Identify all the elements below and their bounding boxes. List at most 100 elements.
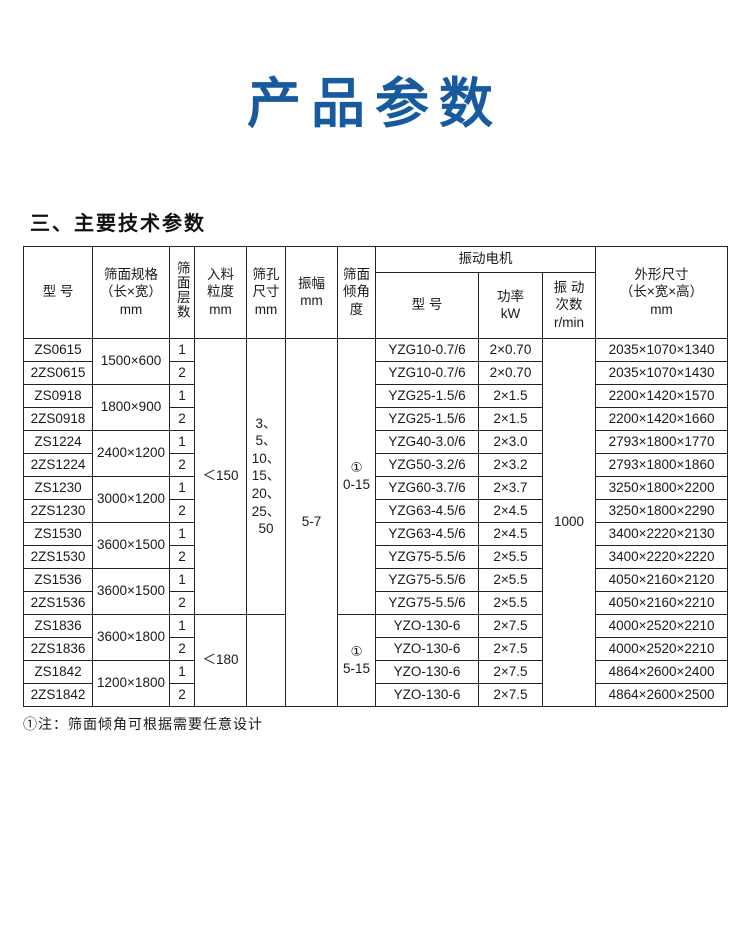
motor-power-cell: 2×0.70	[478, 360, 543, 385]
dims-cell: 2793×1800×1770	[595, 429, 729, 454]
motor-power-cell: 2×7.5	[478, 682, 543, 707]
header-layers: 筛面层数	[169, 245, 195, 339]
model-cell: ZS1224	[23, 429, 93, 454]
table-row: 2ZS1842 2 YZO-130-6 2×7.5 4864×2600×2500	[23, 682, 729, 707]
spec-table: 型 号 筛面规格 （长×宽） mm 筛面层数 入料 粒度 mm 筛孔 尺寸 mm…	[23, 245, 729, 707]
layers-cell: 1	[169, 429, 195, 454]
motor-power-cell: 2×7.5	[478, 613, 543, 638]
table-row: ZS1842 1200×1800 1 YZO-130-6 2×7.5 4864×…	[23, 659, 729, 707]
table-row: 2ZS0615 2 YZG10-0.7/6 2×0.70 2035×1070×1…	[23, 360, 729, 385]
header-incline: 筛面 倾角 度	[337, 245, 376, 339]
spec-cell: 3000×1200	[92, 475, 170, 523]
layers-cell: 1	[169, 383, 195, 408]
vib-freq-cell: 1000	[541, 337, 597, 707]
header-dimensions: 外形尺寸 （长×宽×高） mm	[595, 245, 729, 339]
table-row: 2ZS1836 2 YZO-130-6 2×7.5 4000×2520×2210	[23, 636, 729, 661]
model-cell: 2ZS1536	[23, 590, 93, 615]
model-cell: 2ZS1836	[23, 636, 93, 661]
motor-power-cell: 2×1.5	[478, 406, 543, 431]
layers-cell: 1	[169, 475, 195, 500]
layers-cell: 2	[169, 452, 195, 477]
header-layers-text: 筛面层数	[174, 260, 190, 319]
model-cell: ZS0615	[23, 337, 93, 362]
layers-cell: 1	[169, 659, 195, 684]
dims-cell: 4864×2600×2500	[595, 682, 729, 707]
table-row: 2ZS1230 2 YZG63-4.5/6 2×4.5 3250×1800×22…	[23, 498, 729, 523]
motor-power-cell: 2×1.5	[478, 383, 543, 408]
motor-power-cell: 2×4.5	[478, 521, 543, 546]
page-title: 产品参数	[247, 74, 503, 134]
layers-cell: 2	[169, 636, 195, 661]
model-cell: 2ZS1530	[23, 544, 93, 569]
dims-cell: 3400×2220×2220	[595, 544, 729, 569]
header-motor-power: 功率 kW	[478, 271, 543, 339]
header-motor-model: 型 号	[375, 271, 479, 339]
table-row: 2ZS1224 2 YZG50-3.2/6 2×3.2 2793×1800×18…	[23, 452, 729, 477]
motor-model-cell: YZG63-4.5/6	[375, 521, 479, 546]
hole-size-cell: 3、 5、 10、 15、 20、 25、 50	[246, 337, 286, 615]
model-cell: ZS0918	[23, 383, 93, 408]
table-row: ZS1230 3000×1200 1 YZG60-3.7/6 2×3.7 325…	[23, 475, 729, 523]
motor-model-cell: YZO-130-6	[375, 659, 479, 684]
table-row: ZS1530 3600×1500 1 YZG63-4.5/6 2×4.5 340…	[23, 521, 729, 569]
table-row: ZS0918 1800×900 1 YZG25-1.5/6 2×1.5 2200…	[23, 383, 729, 431]
motor-model-cell: YZG75-5.5/6	[375, 567, 479, 592]
header-motor-group: 振动电机	[374, 245, 597, 273]
incline-cell: ① 0-15	[337, 337, 376, 615]
motor-model-cell: YZO-130-6	[375, 682, 479, 707]
model-cell: 2ZS1230	[23, 498, 93, 523]
dims-cell: 3250×1800×2200	[595, 475, 729, 500]
table-row: ZS0615 1500×600 1 ＜150 3、 5、 10、 15、 20、…	[23, 337, 729, 707]
model-cell: 2ZS1842	[23, 682, 93, 707]
feed-size-cell: ＜180	[194, 613, 247, 707]
layers-cell: 2	[169, 544, 195, 569]
header-feed-size: 入料 粒度 mm	[194, 245, 247, 339]
spec-cell: 1500×600	[92, 337, 170, 385]
model-cell: ZS1842	[23, 659, 93, 684]
layers-cell: 1	[169, 567, 195, 592]
dims-cell: 4000×2520×2210	[595, 636, 729, 661]
dims-cell: 2035×1070×1430	[595, 360, 729, 385]
motor-model-cell: YZG25-1.5/6	[375, 406, 479, 431]
header-hole-size: 筛孔 尺寸 mm	[246, 245, 286, 339]
model-cell: 2ZS0918	[23, 406, 93, 431]
motor-power-cell: 2×3.7	[478, 475, 543, 500]
incline-cell: ① 5-15	[337, 613, 376, 707]
footnote: ①注：筛面倾角可根据需要任意设计	[23, 715, 263, 732]
motor-model-cell: YZG25-1.5/6	[375, 383, 479, 408]
model-cell: ZS1836	[23, 613, 93, 638]
table-row: 2ZS1530 2 YZG75-5.5/6 2×5.5 3400×2220×22…	[23, 544, 729, 569]
section-heading: 三、主要技术参数	[30, 212, 206, 235]
dims-cell: 4050×2160×2120	[595, 567, 729, 592]
table-row: ZS1836 3600×1800 1 ＜180 ① 5-15 YZO-130-6…	[23, 613, 729, 707]
dims-cell: 4000×2520×2210	[595, 613, 729, 638]
motor-model-cell: YZG50-3.2/6	[375, 452, 479, 477]
dims-cell: 4050×2160×2210	[595, 590, 729, 615]
spec-cell: 2400×1200	[92, 429, 170, 477]
spec-cell: 3600×1500	[92, 567, 170, 615]
dims-cell: 2200×1420×1570	[595, 383, 729, 408]
model-cell: ZS1230	[23, 475, 93, 500]
table-row: 2ZS1536 2 YZG75-5.5/6 2×5.5 4050×2160×22…	[23, 590, 729, 615]
model-cell: 2ZS1224	[23, 452, 93, 477]
header-amplitude: 振幅 mm	[285, 245, 338, 339]
motor-power-cell: 2×7.5	[478, 659, 543, 684]
dims-cell: 2035×1070×1340	[595, 337, 729, 362]
spec-cell: 1200×1800	[92, 659, 170, 707]
layers-cell: 2	[169, 682, 195, 707]
model-cell: ZS1536	[23, 567, 93, 592]
motor-power-cell: 2×7.5	[478, 636, 543, 661]
layers-cell: 2	[169, 590, 195, 615]
layers-cell: 1	[169, 521, 195, 546]
layers-cell: 2	[169, 498, 195, 523]
spec-cell: 3600×1800	[92, 613, 170, 661]
layers-cell: 1	[169, 613, 195, 638]
motor-power-cell: 2×3.0	[478, 429, 543, 454]
header-vib-freq: 振 动 次数 r/min	[541, 271, 597, 339]
model-cell: 2ZS0615	[23, 360, 93, 385]
motor-power-cell: 2×3.2	[478, 452, 543, 477]
motor-model-cell: YZG40-3.0/6	[375, 429, 479, 454]
table-row: 2ZS0918 2 YZG25-1.5/6 2×1.5 2200×1420×16…	[23, 406, 729, 431]
spec-cell: 3600×1500	[92, 521, 170, 569]
motor-power-cell: 2×0.70	[478, 337, 543, 362]
